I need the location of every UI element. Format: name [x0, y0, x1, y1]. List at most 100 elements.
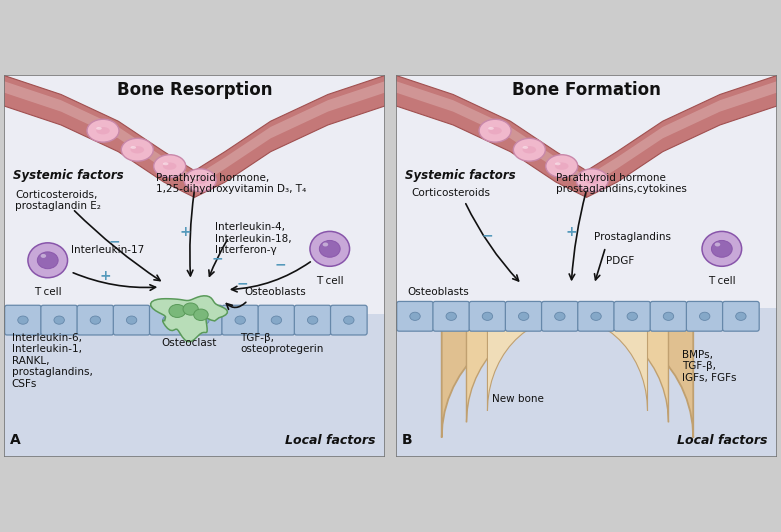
Polygon shape [587, 81, 777, 188]
FancyBboxPatch shape [650, 302, 686, 331]
Polygon shape [151, 296, 227, 342]
Text: Osteoclast: Osteoclast [161, 338, 216, 348]
Ellipse shape [18, 316, 28, 324]
Ellipse shape [555, 162, 561, 165]
FancyBboxPatch shape [149, 305, 186, 335]
Polygon shape [194, 76, 385, 197]
FancyBboxPatch shape [469, 302, 506, 331]
Polygon shape [396, 76, 587, 197]
Ellipse shape [586, 177, 599, 184]
Polygon shape [487, 318, 647, 411]
Ellipse shape [522, 146, 528, 149]
FancyBboxPatch shape [113, 305, 150, 335]
FancyBboxPatch shape [614, 302, 651, 331]
Ellipse shape [555, 162, 569, 170]
Polygon shape [587, 76, 777, 197]
Ellipse shape [488, 127, 502, 135]
Text: B: B [401, 433, 412, 447]
Text: Corticosteroids,
prostaglandin E₂: Corticosteroids, prostaglandin E₂ [16, 190, 102, 211]
Ellipse shape [711, 240, 733, 257]
Text: BMPs,
TGF-β,
IGFs, FGFs: BMPs, TGF-β, IGFs, FGFs [682, 350, 736, 383]
Text: PDGF: PDGF [605, 256, 634, 267]
Ellipse shape [591, 312, 601, 320]
Text: New bone: New bone [492, 394, 544, 404]
Ellipse shape [28, 243, 67, 278]
Polygon shape [4, 76, 385, 456]
Text: −: − [274, 257, 286, 271]
Text: T cell: T cell [316, 276, 344, 286]
FancyBboxPatch shape [186, 305, 223, 335]
Ellipse shape [199, 316, 209, 324]
Polygon shape [4, 81, 194, 188]
FancyBboxPatch shape [541, 302, 578, 331]
Ellipse shape [41, 254, 46, 258]
Text: −: − [212, 252, 223, 265]
Text: Bone Resorption: Bone Resorption [116, 81, 273, 99]
Ellipse shape [586, 177, 591, 179]
Ellipse shape [702, 231, 742, 267]
Ellipse shape [163, 162, 177, 170]
Text: Local factors: Local factors [677, 434, 768, 447]
Ellipse shape [488, 127, 494, 130]
Ellipse shape [169, 304, 186, 318]
Text: Prostaglandins: Prostaglandins [594, 232, 671, 242]
Ellipse shape [96, 127, 102, 130]
Ellipse shape [344, 316, 354, 324]
Ellipse shape [555, 312, 565, 320]
Text: +: + [179, 225, 191, 239]
Text: Bone Formation: Bone Formation [512, 81, 661, 99]
Ellipse shape [323, 243, 328, 246]
FancyBboxPatch shape [330, 305, 367, 335]
Text: Systemic factors: Systemic factors [405, 169, 516, 182]
Polygon shape [194, 81, 385, 188]
Polygon shape [396, 308, 777, 456]
Text: Osteoblasts: Osteoblasts [244, 287, 306, 297]
FancyBboxPatch shape [397, 302, 433, 331]
FancyBboxPatch shape [686, 302, 723, 331]
Ellipse shape [479, 119, 511, 142]
Polygon shape [396, 76, 777, 456]
Text: T cell: T cell [708, 276, 736, 286]
Text: Interleukin-4,
Interleukin-18,
Interferon-γ: Interleukin-4, Interleukin-18, Interfero… [216, 222, 292, 255]
Ellipse shape [183, 303, 198, 315]
FancyBboxPatch shape [222, 305, 259, 335]
FancyBboxPatch shape [722, 302, 759, 331]
Ellipse shape [235, 316, 245, 324]
FancyBboxPatch shape [41, 305, 77, 335]
Ellipse shape [127, 316, 137, 324]
Polygon shape [4, 76, 194, 197]
Ellipse shape [271, 316, 282, 324]
Polygon shape [396, 81, 587, 188]
Text: −: − [482, 229, 494, 243]
Polygon shape [4, 314, 385, 456]
Ellipse shape [319, 240, 341, 257]
Ellipse shape [546, 155, 578, 178]
FancyBboxPatch shape [505, 302, 542, 331]
Ellipse shape [162, 316, 173, 324]
Ellipse shape [410, 312, 420, 320]
FancyBboxPatch shape [294, 305, 331, 335]
Ellipse shape [310, 231, 350, 267]
Text: Interleukin-17: Interleukin-17 [70, 245, 144, 255]
Ellipse shape [194, 177, 207, 184]
Ellipse shape [576, 169, 608, 192]
Ellipse shape [522, 146, 537, 153]
Ellipse shape [121, 138, 153, 161]
Ellipse shape [700, 312, 710, 320]
Ellipse shape [519, 312, 529, 320]
Text: Corticosteroids: Corticosteroids [412, 188, 490, 198]
Ellipse shape [513, 138, 545, 161]
Ellipse shape [163, 162, 169, 165]
FancyBboxPatch shape [578, 302, 615, 331]
Ellipse shape [715, 243, 720, 246]
Text: +: + [565, 225, 577, 239]
Polygon shape [442, 318, 694, 437]
Ellipse shape [627, 312, 637, 320]
Ellipse shape [184, 169, 216, 192]
Ellipse shape [130, 146, 136, 149]
Text: Osteoblasts: Osteoblasts [408, 287, 469, 297]
Ellipse shape [37, 252, 58, 269]
Text: Systemic factors: Systemic factors [13, 169, 124, 182]
Text: +: + [99, 269, 111, 282]
Text: Parathyroid hormone
prostaglandins,cytokines: Parathyroid hormone prostaglandins,cytok… [556, 172, 687, 194]
